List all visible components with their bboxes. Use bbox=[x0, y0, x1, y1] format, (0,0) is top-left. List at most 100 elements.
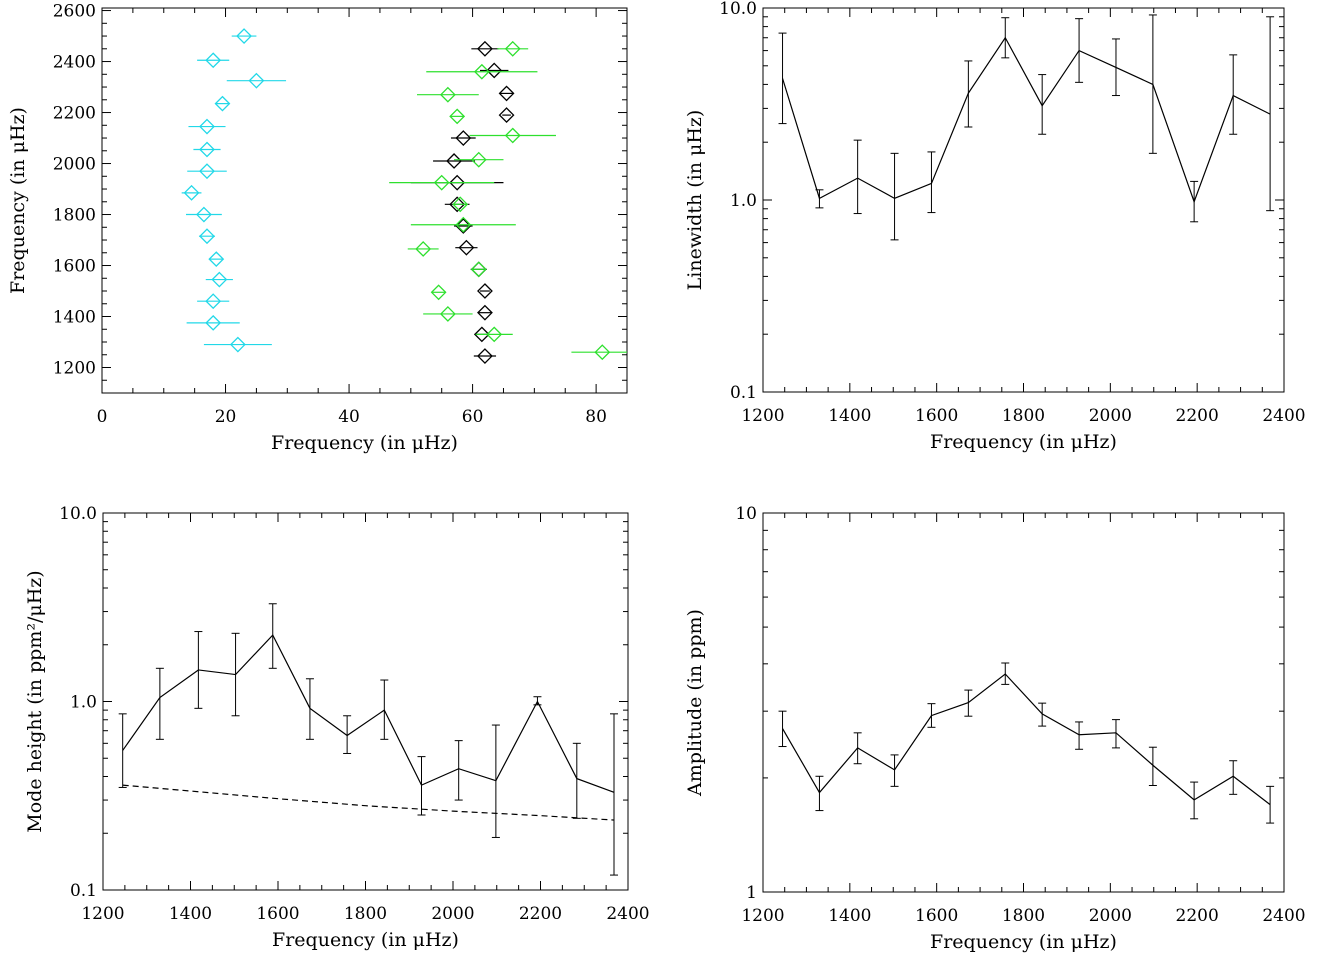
diamond-marker bbox=[439, 306, 456, 322]
x-tick-label: 2000 bbox=[1089, 906, 1132, 926]
data-layer bbox=[118, 603, 618, 876]
y-tick-label: 10.0 bbox=[719, 0, 757, 19]
diamond-marker bbox=[205, 52, 222, 69]
diamond-marker bbox=[199, 118, 215, 135]
x-tick-label: 1600 bbox=[915, 406, 958, 426]
diamond-marker bbox=[208, 251, 225, 268]
diamond-marker bbox=[477, 283, 493, 299]
diamond-marker bbox=[458, 239, 475, 256]
x-tick-label: 1600 bbox=[256, 904, 299, 924]
y-tick-label: 1200 bbox=[53, 359, 96, 379]
y-tick-label: 0.1 bbox=[730, 383, 757, 403]
diamond-marker bbox=[455, 218, 472, 234]
y-tick-label: 1800 bbox=[53, 206, 96, 226]
y-tick-label: 2000 bbox=[53, 155, 96, 175]
data-line bbox=[781, 36, 1271, 204]
x-tick-label: 1800 bbox=[1002, 406, 1045, 426]
x-tick-label: 20 bbox=[215, 407, 237, 427]
plot-frame bbox=[102, 512, 629, 891]
y-tick-label: 10.0 bbox=[59, 504, 97, 524]
dashed-trend-line bbox=[122, 784, 615, 821]
x-tick-label: 0 bbox=[97, 407, 108, 427]
y-tick-label: 1400 bbox=[53, 308, 96, 328]
data-line bbox=[122, 634, 615, 793]
diamond-marker bbox=[183, 184, 200, 201]
diamond-marker bbox=[504, 40, 521, 57]
y-axis-label: Mode height (in ppm²/μHz) bbox=[24, 570, 46, 832]
x-tick-label: 1200 bbox=[741, 906, 784, 926]
y-axis-label: Amplitude (in ppm) bbox=[684, 609, 706, 797]
y-axis-label: Linewidth (in μHz) bbox=[684, 110, 706, 291]
diamond-marker bbox=[205, 293, 222, 310]
y-tick-label: 1600 bbox=[53, 257, 96, 277]
data-layer bbox=[181, 28, 627, 364]
diamond-marker bbox=[477, 40, 493, 57]
panel-echelle: 0 20 40 60 80 1200 1400 1600 1800 2000 2200 2400 260… bbox=[7, 2, 628, 454]
diamond-marker bbox=[455, 130, 472, 146]
diamond-marker bbox=[498, 107, 515, 124]
diamond-marker bbox=[199, 163, 215, 180]
diamond-marker bbox=[433, 174, 450, 191]
diamond-marker bbox=[439, 86, 456, 103]
x-tick-label: 2200 bbox=[519, 904, 562, 924]
x-tick-label: 1400 bbox=[828, 406, 871, 426]
x-tick-label: 2000 bbox=[431, 904, 474, 924]
diamond-marker bbox=[449, 108, 466, 125]
y-tick-label: 2600 bbox=[53, 2, 96, 22]
diamond-marker bbox=[446, 153, 462, 169]
x-tick-label: 1600 bbox=[915, 906, 958, 926]
diamond-marker bbox=[470, 261, 487, 278]
diamond-marker bbox=[486, 326, 503, 343]
diamond-marker bbox=[486, 62, 503, 79]
plot-frame bbox=[762, 512, 1285, 893]
y-tick-label: 2400 bbox=[53, 53, 96, 73]
diamond-marker bbox=[236, 28, 252, 44]
diamond-marker bbox=[498, 85, 515, 102]
diamond-marker bbox=[199, 141, 215, 158]
diamond-marker bbox=[470, 151, 487, 168]
y-axis-label: Frequency (in μHz) bbox=[7, 107, 29, 294]
diamond-marker bbox=[415, 241, 432, 257]
diamond-marker bbox=[214, 95, 231, 112]
x-tick-label: 1800 bbox=[1002, 906, 1045, 926]
x-tick-label: 40 bbox=[338, 407, 360, 427]
plot-frame bbox=[762, 7, 1285, 393]
diamond-marker bbox=[211, 271, 228, 288]
y-tick-label: 0.1 bbox=[70, 881, 97, 901]
y-tick-label: 10 bbox=[735, 504, 757, 524]
diamond-marker bbox=[205, 314, 222, 331]
y-tick-label: 2200 bbox=[53, 104, 96, 124]
y-tick-label: 1.0 bbox=[70, 693, 97, 713]
x-tick-label: 1800 bbox=[344, 904, 387, 924]
panel-height: 1200 1400 1600 1800 2000 2200 2400 0.1 1.0 10.0 Fr… bbox=[24, 504, 650, 951]
x-tick-label: 1400 bbox=[169, 904, 212, 924]
y-tick-label: 1.0 bbox=[730, 191, 757, 211]
diamond-marker bbox=[449, 174, 466, 191]
x-tick-label: 2200 bbox=[1176, 906, 1219, 926]
diamond-marker bbox=[455, 216, 472, 233]
x-axis-label: Frequency (in μHz) bbox=[930, 931, 1117, 953]
x-tick-label: 60 bbox=[462, 407, 484, 427]
diamond-marker bbox=[477, 304, 493, 321]
x-tick-label: 2400 bbox=[606, 904, 649, 924]
data-layer bbox=[778, 14, 1275, 241]
x-axis-label: Frequency (in μHz) bbox=[272, 929, 459, 951]
x-axis-label: Frequency (in μHz) bbox=[271, 432, 458, 454]
x-tick-label: 2400 bbox=[1262, 406, 1305, 426]
x-tick-label: 2000 bbox=[1089, 406, 1132, 426]
data-layer bbox=[778, 662, 1275, 824]
diamond-marker bbox=[199, 228, 215, 245]
panel-amplitude: 1200 1400 1600 1800 2000 2200 2400 1 10 Frequency… bbox=[684, 504, 1306, 953]
diamond-marker bbox=[452, 196, 469, 213]
y-tick-label: 1 bbox=[746, 883, 757, 903]
diamond-marker bbox=[473, 63, 490, 80]
x-tick-label: 80 bbox=[585, 407, 607, 427]
x-tick-label: 1200 bbox=[741, 406, 784, 426]
diamond-marker bbox=[477, 348, 493, 364]
diamond-marker bbox=[504, 127, 521, 144]
diamond-marker bbox=[195, 206, 212, 223]
panel-linewidth: 1200 1400 1600 1800 2000 2200 2400 0.1 1.0 10.0 Fr… bbox=[684, 0, 1306, 453]
x-tick-label: 1400 bbox=[828, 906, 871, 926]
diamond-marker bbox=[229, 336, 246, 353]
